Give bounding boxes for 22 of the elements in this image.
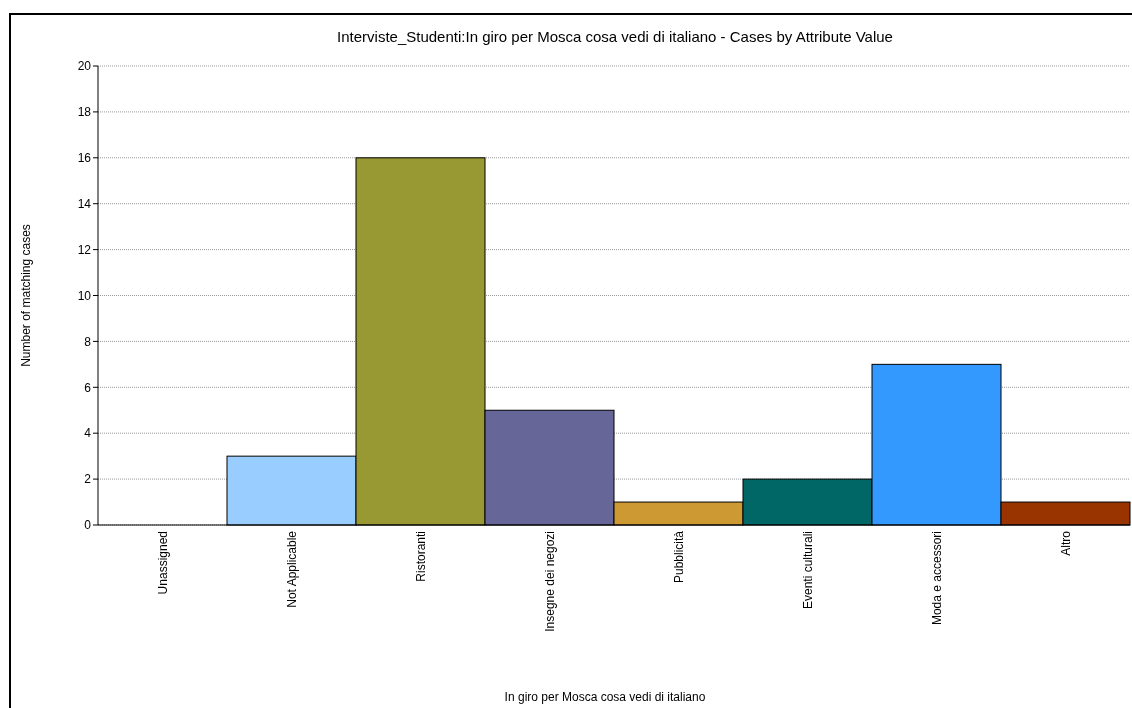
y-tick-label: 14 <box>77 196 92 211</box>
y-tick-label: 6 <box>84 380 92 395</box>
x-tick-label: Unassigned <box>155 531 170 595</box>
y-tick-label: 10 <box>77 288 92 303</box>
y-tick-label: 2 <box>84 472 92 487</box>
y-tick-label: 20 <box>77 59 92 74</box>
x-tick-label: Moda e accessori <box>929 531 944 626</box>
y-tick-label: 16 <box>77 151 92 165</box>
x-axis-title: In giro per Mosca cosa vedi di italiano <box>504 690 706 704</box>
chart-title: Interviste_Studenti:In giro per Mosca cosa vedi di italiano - Cases by Attribute Value <box>337 28 893 45</box>
y-tick-label: 12 <box>77 242 92 257</box>
x-tick-label: Ristoranti <box>413 531 428 582</box>
x-tick-label: Eventi culturali <box>800 531 815 610</box>
y-axis-title: Number of matching cases <box>19 224 33 367</box>
y-tick-label: 8 <box>84 334 92 349</box>
x-tick-label: Altro <box>1058 530 1073 556</box>
y-tick-label: 18 <box>77 105 92 120</box>
x-tick-label: Pubblicità <box>671 530 686 584</box>
y-tick-label: 0 <box>84 518 92 533</box>
x-tick-label: Not Applicable <box>284 530 299 608</box>
y-tick-label: 4 <box>84 426 92 441</box>
x-tick-label: Insegne dei negozi <box>542 531 557 632</box>
